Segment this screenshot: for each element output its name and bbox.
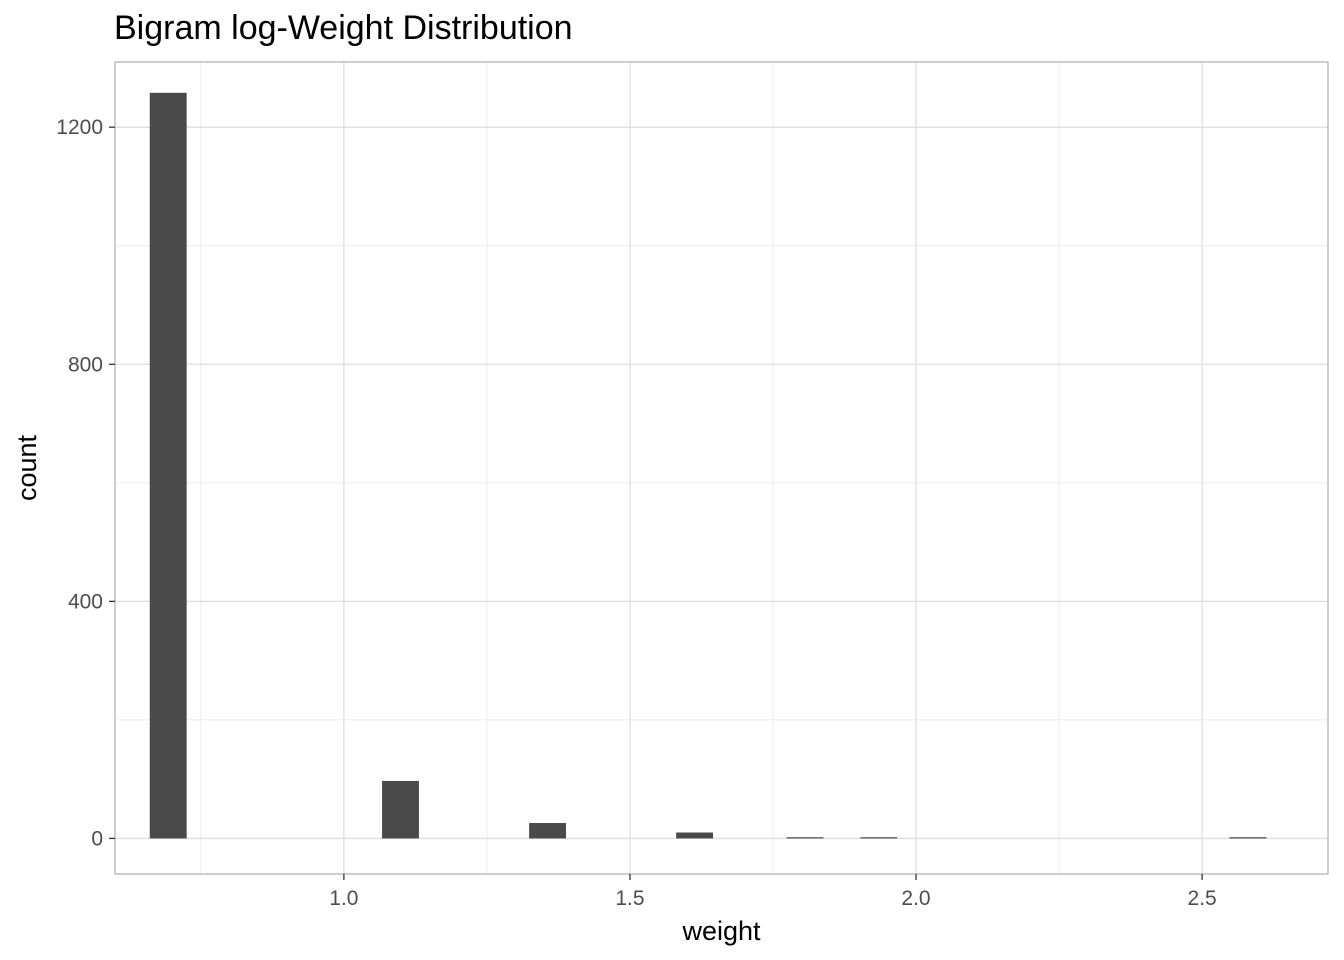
y-tick-label-3: 1200: [56, 116, 103, 139]
x-axis-title: weight: [681, 916, 761, 946]
x-axis-ticks: 1.0 1.5 2.0 2.5: [329, 874, 1216, 910]
histogram-bar-5: [860, 837, 897, 838]
x-tick-label-3: 2.5: [1188, 887, 1217, 910]
minor-gridlines: [115, 62, 1328, 874]
histogram-bar-1: [382, 781, 419, 838]
histogram-bars: [150, 93, 1267, 839]
histogram-bar-3: [676, 833, 713, 839]
major-gridlines: [115, 62, 1328, 874]
y-tick-label-1: 400: [68, 590, 103, 613]
histogram-bar-4: [787, 837, 824, 838]
y-tick-label-0: 0: [91, 827, 103, 850]
chart-title: Bigram log-Weight Distribution: [114, 9, 573, 47]
y-axis-title: count: [12, 434, 42, 501]
histogram-bar-6: [1229, 837, 1266, 838]
x-tick-label-1: 1.5: [615, 887, 644, 910]
panel-border: [115, 62, 1328, 874]
histogram-bar-0: [150, 93, 187, 839]
y-axis-ticks: 0 400 800 1200: [56, 116, 115, 850]
x-tick-label-2: 2.0: [901, 887, 930, 910]
y-tick-label-2: 800: [68, 353, 103, 376]
histogram-bar-2: [529, 823, 566, 838]
x-tick-label-0: 1.0: [329, 887, 358, 910]
